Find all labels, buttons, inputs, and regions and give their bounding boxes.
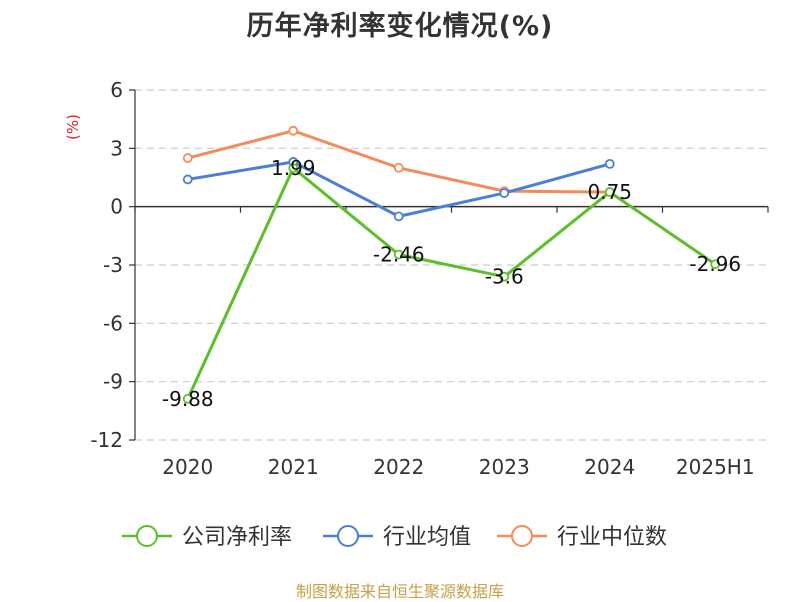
y-tick-label-1: 3 <box>110 136 123 160</box>
x-tick-label-5: 2025H1 <box>676 455 755 479</box>
data-point-1-2[interactable] <box>393 211 404 222</box>
data-label-2: -2.46 <box>373 243 425 267</box>
legend-item-2[interactable]: 行业中位数 <box>497 525 667 550</box>
data-point-2-2[interactable] <box>393 162 404 173</box>
y-tick-label-3: -3 <box>103 253 123 277</box>
axes: 6 3 0 -3 -6 -9 -12 (%) 2020 2021 2022 2023 2024 2025H… <box>64 78 769 479</box>
data-point-0-5[interactable] <box>710 259 721 270</box>
legend-marker-1 <box>337 525 359 547</box>
x-tick-label-1: 2021 <box>268 455 319 479</box>
legend-item-0[interactable]: 公司净利率 <box>122 525 292 550</box>
legend-label-1: 行业均值 <box>383 525 471 550</box>
y-axis-label: (%) <box>64 114 82 140</box>
data-point-0-2[interactable] <box>393 249 404 260</box>
data-point-2-1[interactable] <box>288 125 299 136</box>
data-label-1: 1.99 <box>271 156 316 180</box>
x-tick-label-0: 2020 <box>162 455 213 479</box>
data-label-3: -3.6 <box>485 265 524 289</box>
legend[interactable]: 公司净利率 行业均值 行业中位数 <box>122 525 667 550</box>
data-labels: -9.88 1.99 -2.46 -3.6 0.75 -2.96 <box>162 156 741 411</box>
series-2 <box>182 125 615 197</box>
data-point-0-1[interactable] <box>288 163 299 173</box>
data-label-0: -9.88 <box>162 387 214 411</box>
legend-marker-2 <box>511 525 533 547</box>
x-tick-label-2: 2022 <box>373 455 424 479</box>
data-point-0-3[interactable] <box>499 271 510 282</box>
series-line-0 <box>186 166 717 400</box>
legend-marker-0 <box>136 525 158 547</box>
y-tick-label-0: 6 <box>110 78 123 102</box>
data-point-1-4[interactable] <box>604 158 615 169</box>
data-point-2-0[interactable] <box>182 153 193 163</box>
data-point-0-4[interactable] <box>604 187 615 197</box>
series-0 <box>182 163 721 404</box>
x-tick-label-4: 2024 <box>584 455 635 479</box>
y-tick-label-5: -9 <box>103 370 123 394</box>
data-label-4: 0.75 <box>587 180 632 204</box>
data-point-0-0[interactable] <box>182 393 193 404</box>
source-note: 制图数据来自恒生聚源数据库 <box>295 582 504 601</box>
legend-item-1[interactable]: 行业均值 <box>323 525 471 550</box>
legend-label-2: 行业中位数 <box>557 525 667 550</box>
data-point-1-0[interactable] <box>182 174 193 185</box>
y-tick-label-4: -6 <box>103 311 123 335</box>
y-tick-label-6: -12 <box>90 428 123 452</box>
legend-label-0: 公司净利率 <box>182 525 292 550</box>
x-tick-label-3: 2023 <box>479 455 530 479</box>
series-lines <box>182 125 721 404</box>
y-tick-label-2: 0 <box>110 195 123 219</box>
data-point-1-3[interactable] <box>499 188 510 198</box>
chart-title: 历年净利率变化情况(%) <box>246 11 554 42</box>
data-label-5: -2.96 <box>689 252 741 276</box>
